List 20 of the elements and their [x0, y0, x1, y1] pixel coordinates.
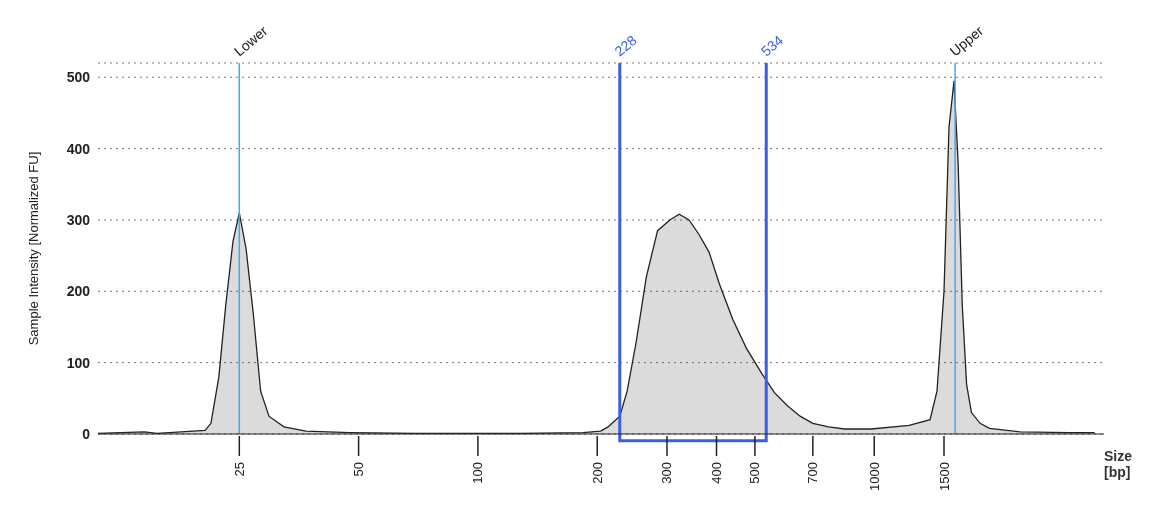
- x-tick-label: 50: [351, 462, 367, 477]
- x-tick-label: 400: [709, 462, 725, 484]
- y-tick-label: 300: [66, 211, 91, 228]
- y-tick-label: 500: [66, 69, 91, 86]
- y-tick-label: 400: [66, 140, 91, 157]
- x-tick-label: 500: [747, 462, 763, 484]
- x-tick-label: 1000: [866, 462, 882, 491]
- x-tick-label: 1500: [936, 462, 952, 491]
- x-tick-label: 100: [470, 462, 486, 484]
- x-tick-label: 200: [589, 462, 605, 484]
- x-tick-label: 300: [659, 462, 675, 484]
- y-axis-title: Sample Intensity [Normalized FU]: [25, 151, 41, 346]
- x-tick-label: 25: [231, 462, 247, 477]
- ref-line-label: 228: [611, 31, 640, 60]
- x-axis-title: Size [bp]: [1104, 448, 1133, 480]
- y-tick-label: 100: [66, 354, 91, 371]
- y-tick-label: 0: [82, 425, 91, 442]
- ref-line-label: 534: [757, 31, 787, 60]
- x-tick-label: 700: [805, 462, 821, 484]
- y-tick-label: 200: [66, 283, 91, 300]
